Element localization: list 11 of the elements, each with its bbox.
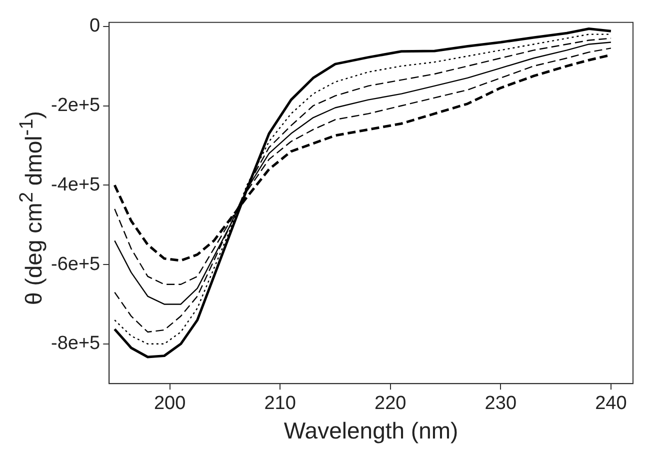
y-tick-label: -6e+5 [51, 254, 100, 275]
y-tick-label: -4e+5 [51, 174, 100, 196]
x-tick-label: 200 [154, 393, 186, 414]
x-tick-label: 210 [264, 393, 296, 414]
y-tick-label: -2e+5 [51, 94, 100, 116]
x-axis-title: Wavelength (nm) [284, 418, 458, 444]
x-tick-label: 240 [595, 393, 627, 414]
y-tick-label: 0 [90, 16, 100, 37]
x-tick-label: 230 [484, 393, 517, 414]
y-tick-label: -8e+5 [51, 333, 100, 354]
x-tick-label: 220 [374, 393, 406, 414]
